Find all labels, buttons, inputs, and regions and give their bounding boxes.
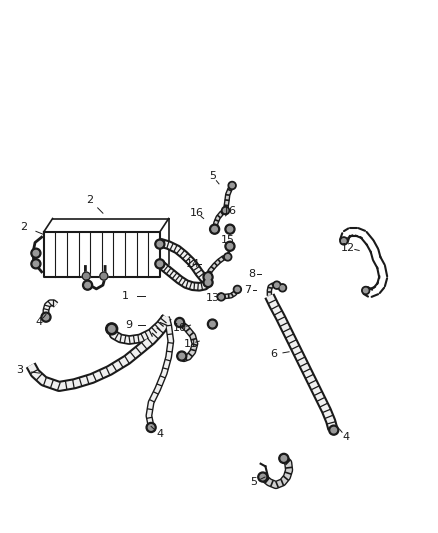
Text: 2: 2 (86, 195, 93, 205)
Circle shape (157, 241, 162, 247)
Text: 4: 4 (343, 432, 350, 442)
Circle shape (31, 248, 41, 258)
Circle shape (203, 278, 213, 287)
Circle shape (279, 454, 289, 463)
Circle shape (219, 295, 223, 299)
Text: 8: 8 (248, 270, 255, 279)
Circle shape (203, 272, 213, 282)
Circle shape (227, 244, 233, 249)
Circle shape (177, 320, 182, 325)
Circle shape (177, 351, 187, 361)
Circle shape (212, 227, 217, 232)
Text: 7: 7 (244, 286, 251, 295)
Circle shape (279, 284, 286, 292)
Circle shape (217, 293, 225, 301)
Text: 11: 11 (184, 339, 198, 349)
Circle shape (210, 321, 215, 327)
Circle shape (342, 239, 346, 243)
Circle shape (205, 280, 211, 285)
Circle shape (82, 272, 90, 280)
Circle shape (31, 259, 41, 269)
Circle shape (228, 181, 236, 190)
Circle shape (155, 239, 165, 249)
Circle shape (227, 227, 233, 232)
Text: 4: 4 (36, 318, 43, 327)
Text: 12: 12 (341, 243, 355, 253)
Circle shape (362, 286, 370, 295)
Circle shape (205, 274, 211, 280)
Circle shape (106, 323, 118, 335)
Text: 9: 9 (126, 320, 133, 330)
Circle shape (331, 427, 336, 433)
Text: 4: 4 (156, 430, 163, 439)
Circle shape (340, 237, 348, 245)
Circle shape (225, 224, 235, 234)
Circle shape (33, 261, 39, 266)
Circle shape (100, 272, 108, 280)
Circle shape (85, 282, 90, 288)
Circle shape (273, 281, 281, 289)
Circle shape (226, 255, 230, 259)
Circle shape (148, 425, 154, 430)
Circle shape (204, 272, 212, 280)
Text: 1: 1 (121, 291, 128, 301)
Text: 16: 16 (223, 206, 237, 215)
Text: 14: 14 (186, 259, 200, 269)
Text: 10: 10 (173, 323, 187, 333)
Circle shape (206, 274, 210, 278)
Circle shape (230, 183, 234, 188)
Circle shape (280, 286, 285, 290)
Text: 15: 15 (221, 235, 235, 245)
Circle shape (224, 253, 232, 261)
Text: 13: 13 (205, 294, 219, 303)
Circle shape (235, 287, 240, 292)
Circle shape (225, 241, 235, 251)
Circle shape (208, 319, 217, 329)
Circle shape (364, 288, 368, 293)
Circle shape (260, 474, 265, 480)
Circle shape (41, 312, 51, 322)
Circle shape (33, 251, 39, 256)
Circle shape (223, 208, 228, 213)
Text: 3: 3 (16, 366, 23, 375)
Circle shape (155, 259, 165, 269)
Circle shape (281, 456, 286, 461)
Circle shape (222, 206, 230, 215)
Text: 2: 2 (21, 222, 28, 231)
Text: 5: 5 (209, 171, 216, 181)
Circle shape (146, 423, 156, 432)
Circle shape (179, 353, 184, 359)
Circle shape (108, 326, 115, 332)
Circle shape (175, 318, 184, 327)
Circle shape (275, 283, 279, 287)
Circle shape (43, 314, 49, 320)
Circle shape (157, 261, 162, 266)
Text: 16: 16 (190, 208, 204, 218)
Circle shape (233, 285, 241, 294)
Text: 5: 5 (251, 478, 258, 487)
Circle shape (210, 224, 219, 234)
Circle shape (258, 472, 268, 482)
Circle shape (83, 280, 92, 290)
Circle shape (329, 425, 339, 435)
Text: 6: 6 (270, 350, 277, 359)
